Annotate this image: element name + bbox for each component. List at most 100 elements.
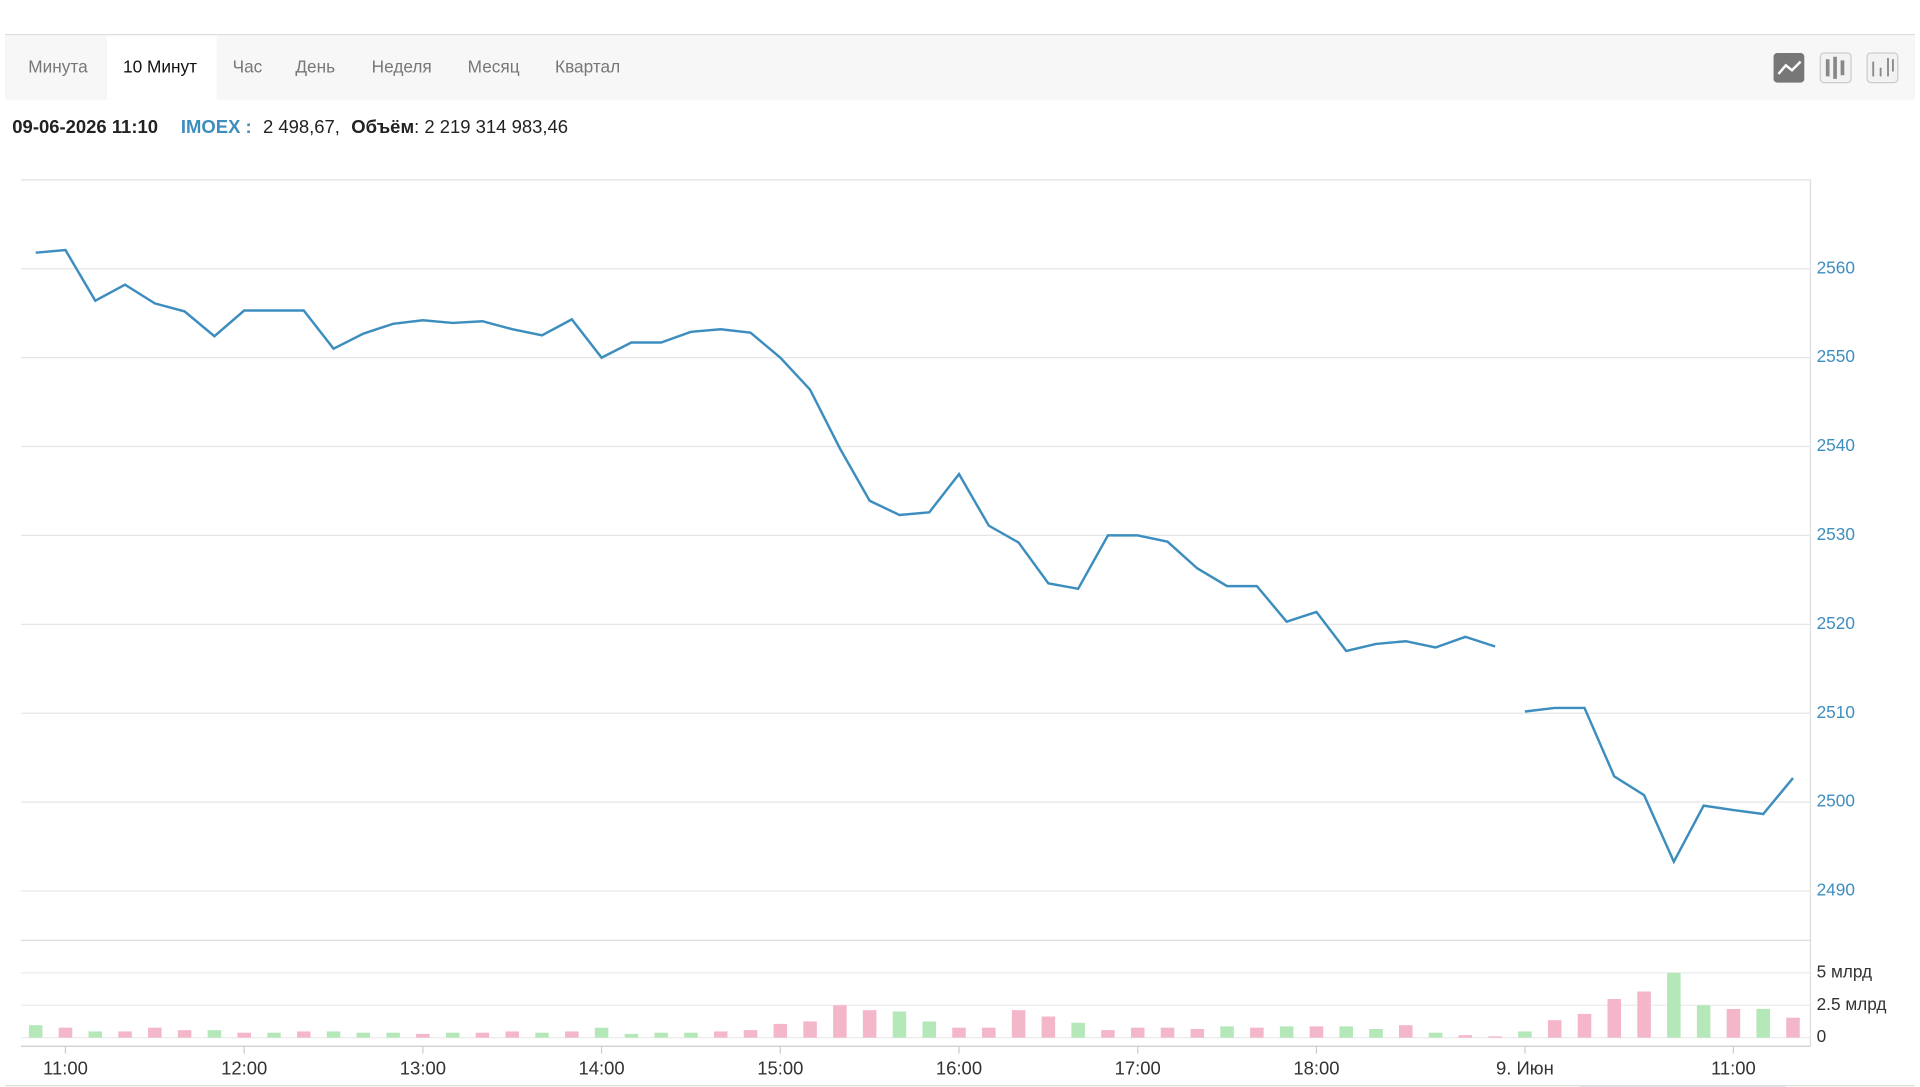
volume-bar: [475, 1032, 490, 1038]
price-line: [35, 248, 1496, 653]
volume-bar: [356, 1032, 371, 1038]
volume-bar: [1696, 1005, 1711, 1038]
volume-bar: [177, 1030, 192, 1038]
volume-bar: [1101, 1030, 1115, 1038]
volume-bar: [862, 1010, 877, 1038]
volume-bar: [237, 1032, 251, 1038]
info-ticker: IMOEX :: [181, 116, 252, 137]
volume-bar: [445, 1032, 460, 1038]
y-tick-label: 2530: [1817, 524, 1855, 544]
volume-bar: [505, 1031, 520, 1038]
x-tick-label: 16:00: [936, 1058, 982, 1079]
navigator-range[interactable]: [1579, 1085, 1786, 1087]
tab[interactable]: 10 Минут: [123, 56, 197, 76]
volume-bar: [624, 1033, 639, 1038]
volume-bar: [58, 1027, 73, 1038]
volume-bar: [922, 1021, 936, 1038]
info-date: 09-06-2026 11:10: [12, 116, 158, 137]
chart-area: 2490 2500 2510 2520 2530 2540 2550 2560 0 2.5 млр…: [4, 179, 1916, 1087]
x-tick-label: 14:00: [579, 1058, 625, 1079]
volume-bar: [952, 1027, 966, 1038]
y-tick-label: 2550: [1817, 346, 1855, 366]
volume-bar: [118, 1031, 132, 1038]
volume-bar: [1547, 1020, 1562, 1038]
volume-bar: [1577, 1013, 1592, 1038]
info-price: 2 498,67,: [263, 116, 340, 137]
line-icon: [1777, 60, 1802, 75]
bars-icon: [1872, 57, 1894, 77]
tab[interactable]: Минута: [28, 56, 88, 76]
volume-bar: [1220, 1026, 1234, 1038]
volume-bar: [535, 1032, 549, 1038]
volume-bar: [803, 1021, 817, 1038]
volume-bar: [1458, 1035, 1473, 1038]
y-tick-label: 2540: [1817, 435, 1855, 455]
volume-bar: [1011, 1010, 1026, 1038]
volume-bar: [1428, 1032, 1443, 1038]
x-tick-label: 17:00: [1115, 1058, 1161, 1079]
candle-icon: [1825, 56, 1845, 79]
y-tick-label: 2500: [1817, 791, 1855, 811]
volume-bar: [1041, 1016, 1056, 1038]
volume-bar: [773, 1023, 788, 1038]
x-tick-label: 11:00: [43, 1058, 88, 1079]
volume-bar: [1279, 1026, 1294, 1038]
volume-bar: [713, 1031, 728, 1038]
x-tick-label: 18:00: [1293, 1058, 1339, 1079]
y-tick-label: 2490: [1817, 880, 1855, 900]
volume-bar: [982, 1027, 996, 1038]
x-tick-label: 9. Июн: [1496, 1058, 1554, 1079]
volume-bar: [326, 1031, 341, 1038]
bar-chart-button[interactable]: [1866, 52, 1899, 84]
volume-bar: [1667, 972, 1681, 1038]
volume-bar: [654, 1032, 668, 1038]
volume-bar: [1339, 1026, 1353, 1038]
tab[interactable]: Неделя: [372, 56, 432, 76]
tab[interactable]: Месяц: [468, 56, 520, 76]
volume-bar: [416, 1033, 430, 1038]
tab[interactable]: Квартал: [555, 56, 620, 76]
volume-bar: [1488, 1036, 1502, 1038]
volume-bar: [1071, 1022, 1085, 1038]
volume-bar: [296, 1031, 311, 1038]
chart-type-buttons: [1773, 52, 1899, 84]
tab-bar: [4, 35, 1916, 100]
selected-tab-bg: [107, 35, 217, 100]
volume-bar: [1756, 1008, 1770, 1038]
volume-bar: [1250, 1027, 1264, 1038]
volume-bar: [684, 1032, 698, 1038]
volume-bar: [28, 1025, 43, 1038]
volume-bar: [594, 1027, 609, 1038]
volume-bar: [267, 1032, 281, 1038]
volume-bar: [1518, 1031, 1532, 1038]
price-line: [1524, 706, 1794, 865]
info-line: 09-06-2026 11:10 IMOEX : 2 498,67, Объём…: [12, 116, 568, 137]
volume-bar: [207, 1030, 222, 1038]
y-tick-label: 2520: [1817, 613, 1855, 633]
volume-bar: [1369, 1028, 1383, 1038]
volume-bar: [1309, 1026, 1324, 1038]
y-tick-label: 5 млрд: [1817, 961, 1872, 981]
y-tick-label: 2.5 млрд: [1817, 994, 1887, 1014]
volume-bar: [1130, 1027, 1145, 1038]
x-tick-label: 12:00: [221, 1058, 267, 1079]
volume-bar: [1637, 991, 1651, 1038]
y-tick-label: 2510: [1817, 702, 1855, 722]
y-tick-label: 0: [1817, 1026, 1827, 1046]
x-tick-label: 13:00: [400, 1058, 446, 1079]
volume-bar: [743, 1030, 758, 1038]
volume-bar: [148, 1027, 162, 1038]
volume-bar: [565, 1031, 579, 1038]
tabs: Минута 10 Минут Час День Неделя Месяц Квартал: [28, 35, 620, 100]
volume-bar: [386, 1032, 400, 1038]
tab[interactable]: День: [295, 56, 335, 76]
volume-bar: [1399, 1025, 1413, 1038]
volume-bar: [1190, 1028, 1205, 1038]
tab[interactable]: Час: [233, 56, 263, 76]
x-tick-label: 15:00: [757, 1058, 803, 1079]
volume-bar: [1786, 1017, 1800, 1038]
volume-bar: [1160, 1027, 1175, 1038]
volume-bar: [1607, 999, 1622, 1038]
